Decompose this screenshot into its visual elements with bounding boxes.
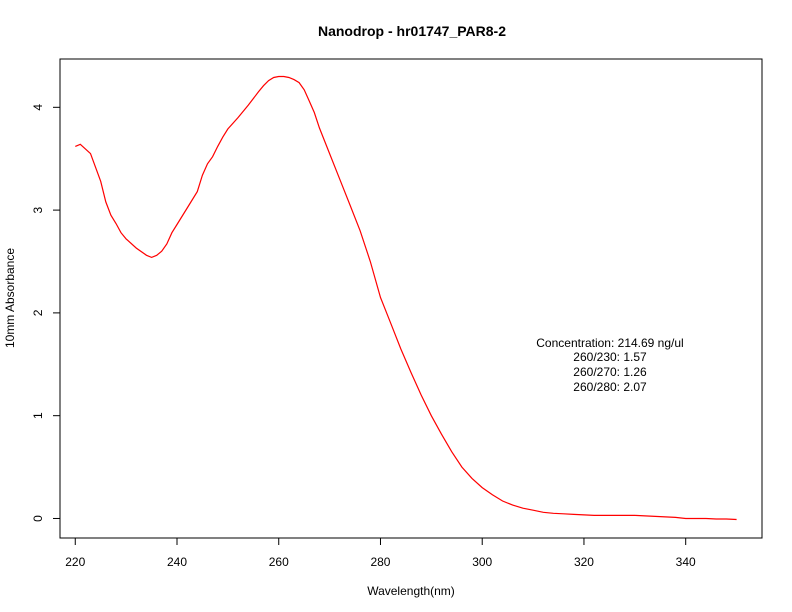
y-axis: 0 1 2 3 4: [31, 104, 60, 522]
x-tick-label: 280: [370, 555, 390, 569]
chart-title: Nanodrop - hr01747_PAR8-2: [318, 23, 506, 39]
annotation-260-270: 260/270: 1.26: [573, 365, 647, 379]
plot-frame: [59, 58, 763, 539]
annotation-260-280: 260/280: 2.07: [573, 380, 647, 394]
absorbance-series-line: [75, 75, 737, 521]
x-tick-label: 220: [65, 555, 85, 569]
annotation-concentration: Concentration: 214.69 ng/ul: [536, 336, 683, 350]
x-tick-label: 320: [574, 555, 594, 569]
x-axis-label: Wavelength(nm): [367, 584, 455, 598]
y-tick-label: 1: [31, 412, 45, 419]
x-tick-label: 240: [167, 555, 187, 569]
x-axis: 220 240 260 280 300 320 340: [65, 538, 696, 569]
x-tick-label: 340: [676, 555, 696, 569]
y-tick-label: 4: [31, 104, 45, 111]
annotation-260-230: 260/230: 1.57: [573, 350, 647, 364]
y-tick-label: 3: [31, 206, 45, 213]
y-axis-label: 10mm Absorbance: [3, 248, 17, 348]
x-tick-label: 260: [269, 555, 289, 569]
y-tick-label: 0: [31, 515, 45, 522]
x-tick-label: 300: [472, 555, 492, 569]
y-tick-label: 2: [31, 309, 45, 316]
concentration-annotation: Concentration: 214.69 ng/ul 260/230: 1.5…: [536, 336, 683, 394]
